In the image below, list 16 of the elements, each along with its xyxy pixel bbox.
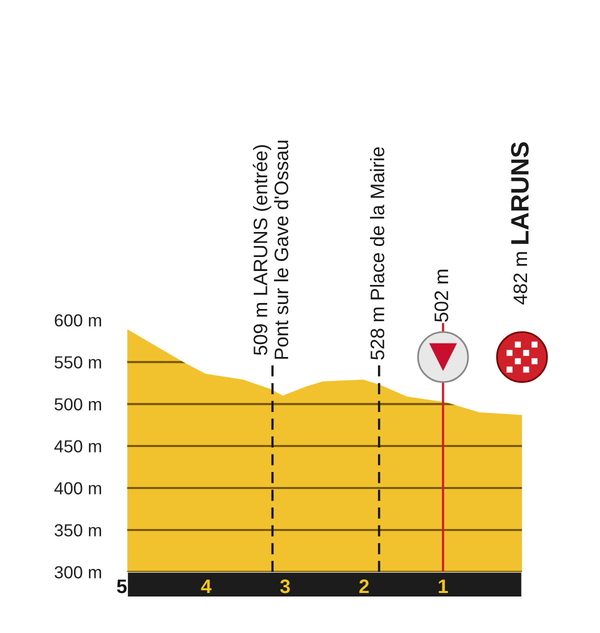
y-tick-label: 600 m — [54, 314, 102, 327]
y-tick-label: 350 m — [54, 524, 102, 536]
ref-line-label: 528 m Place de la Mairie — [370, 147, 384, 360]
ref-line-label: 509 m LARUNS (entrée) Pont sur le Gave d'Ossau — [252, 140, 288, 359]
x-tick-label: 3 — [280, 579, 290, 594]
x-tick-label: 2 — [359, 579, 369, 594]
ref-line-label: 502 m — [434, 270, 448, 322]
y-tick-label: 300 m — [54, 566, 102, 578]
x-tick-label: 1 — [438, 580, 448, 594]
x-tick-label: 5 — [116, 580, 127, 594]
y-tick-label: 500 m — [54, 398, 102, 410]
text: 482 m LARUNS — [511, 142, 529, 304]
y-tick-label: 450 m — [54, 440, 102, 452]
y-tick-label: 550 m — [54, 356, 102, 368]
y-tick-label: 400 m — [54, 482, 102, 494]
x-tick-label: 4 — [201, 580, 212, 594]
